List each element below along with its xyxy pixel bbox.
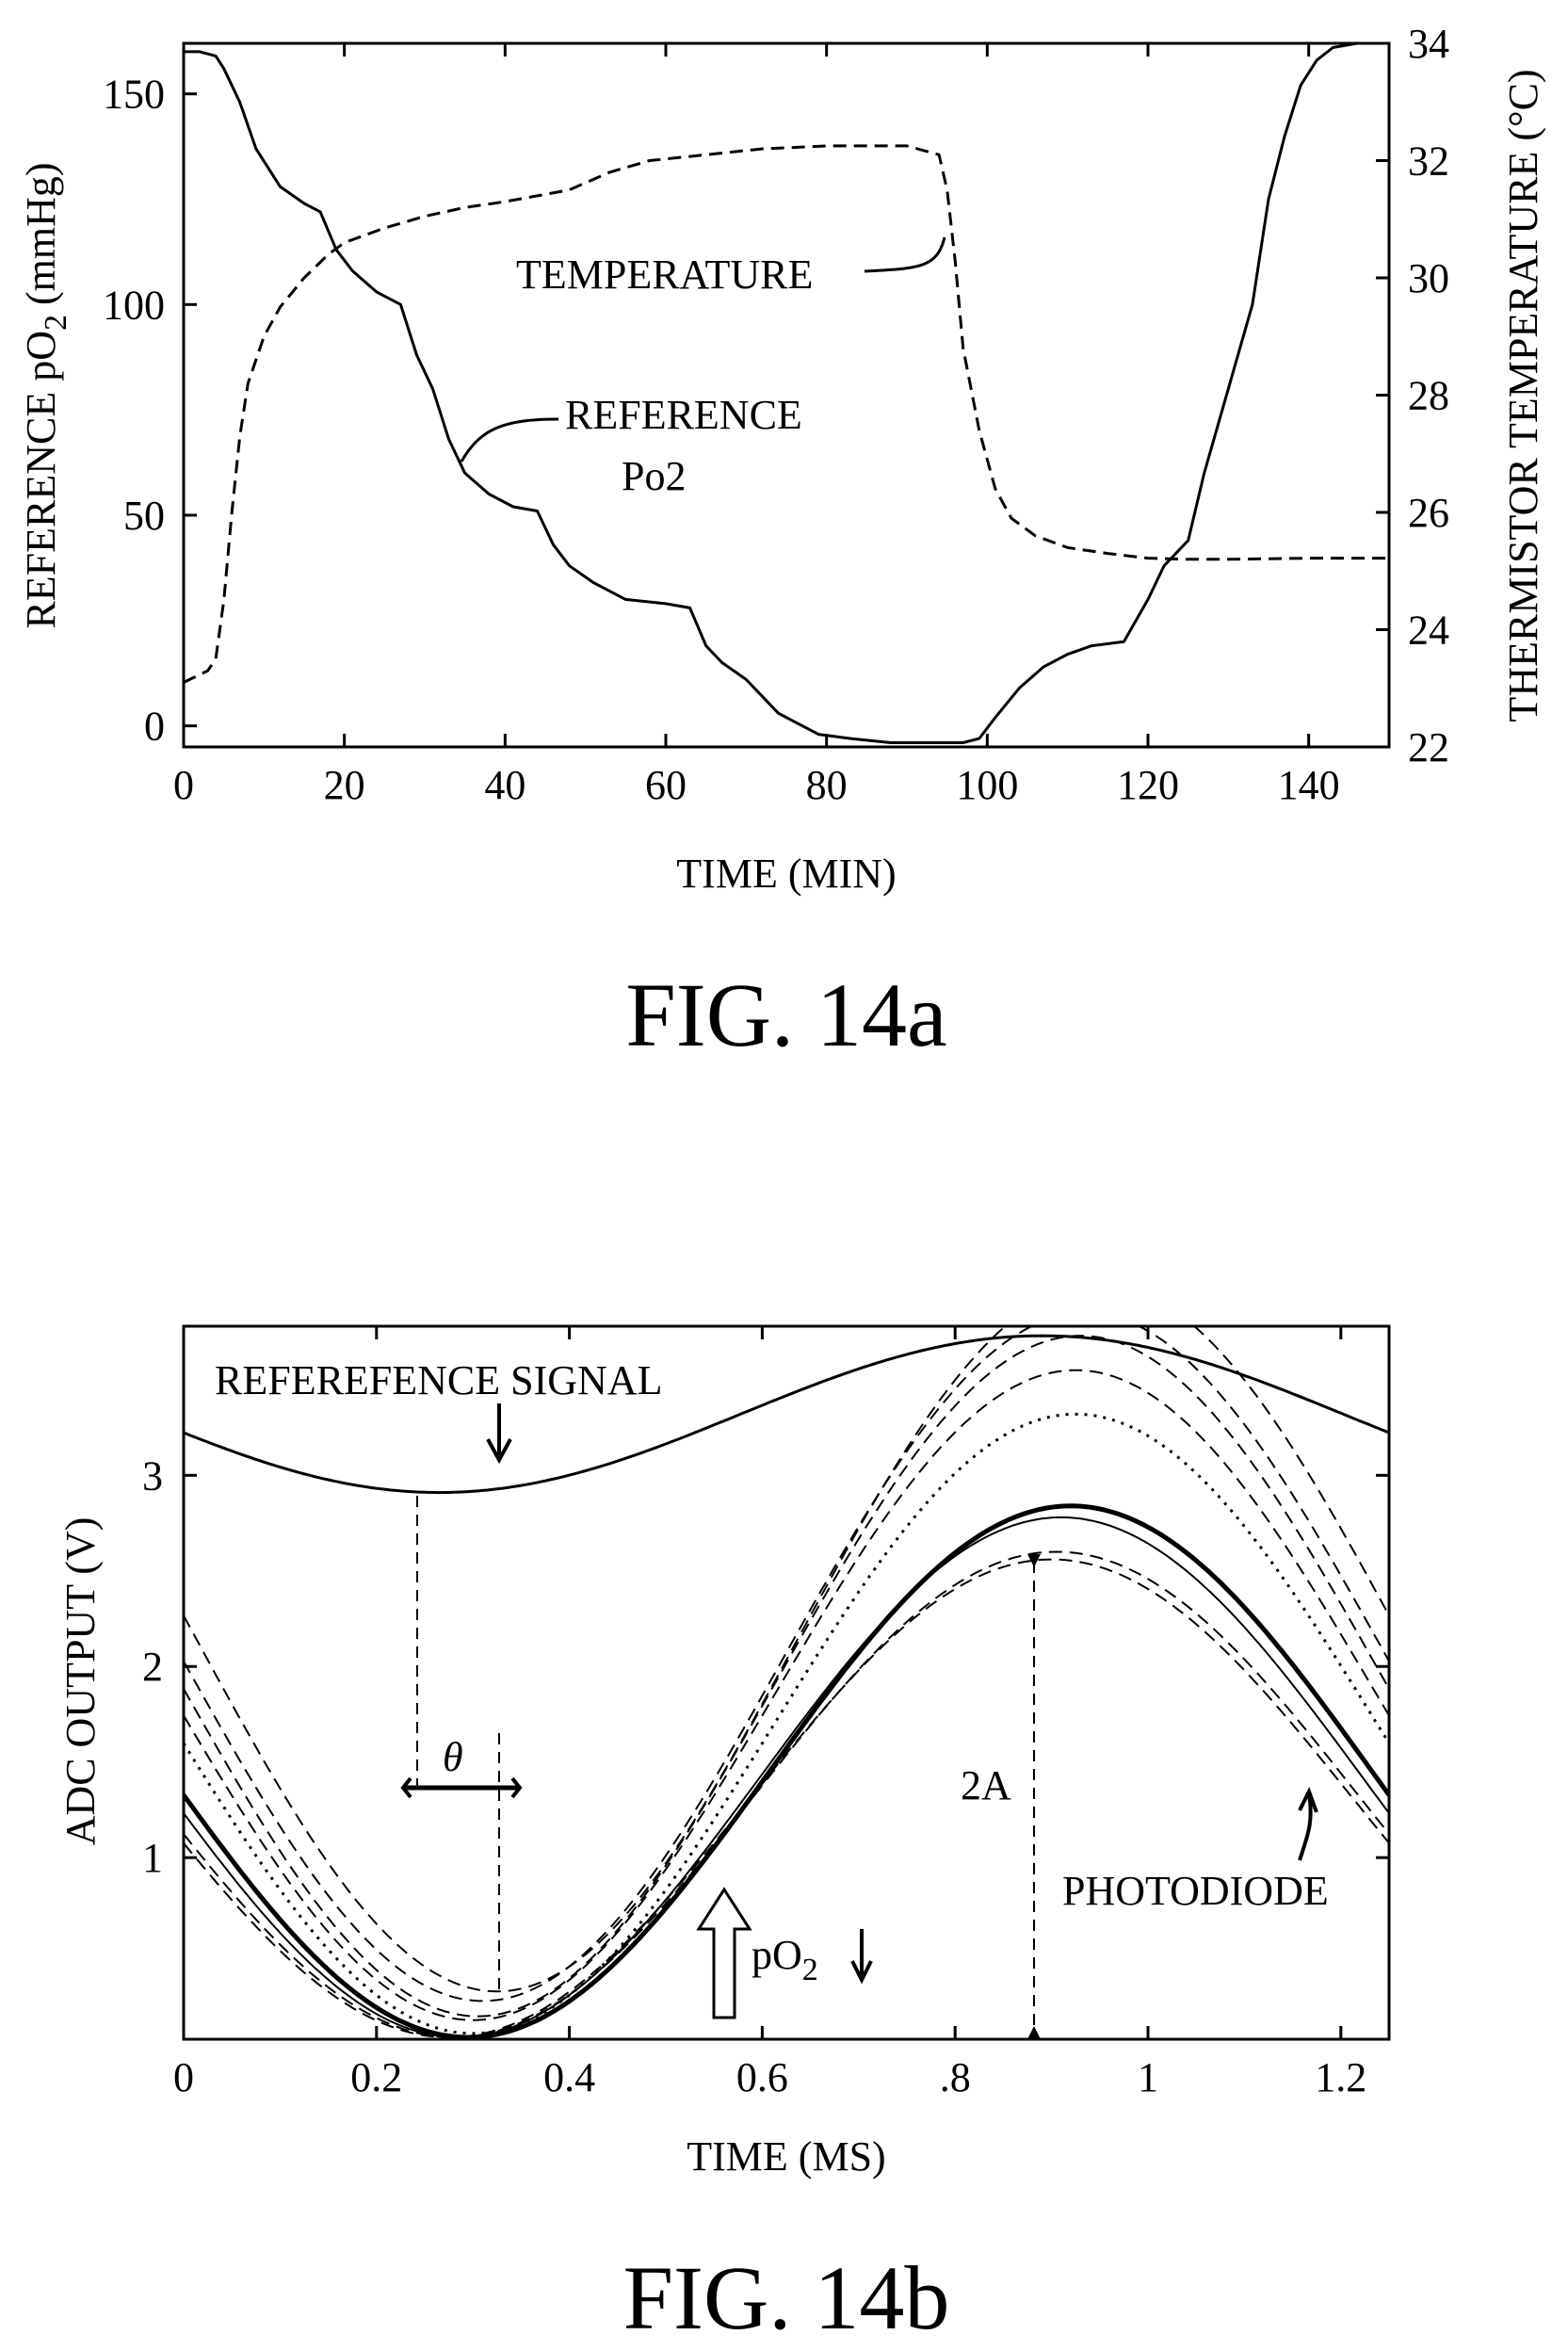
x-tick-label-14b: .8 [940,2054,971,2100]
leader-reference [460,417,559,462]
annotation-theta: θ [443,1734,463,1780]
x-tick-label-14b: 0.2 [350,2054,402,2100]
y-tick-label-14a: 0 [144,704,165,750]
x-axis-label-14b: TIME (MS) [687,2133,885,2180]
small-down-arrow [850,1929,873,1985]
x-tick-label-14b: 0.6 [736,2054,788,2100]
x-tick-label-14a: 100 [956,762,1018,808]
figure-caption-14b: FIG. 14b [623,2247,950,2348]
y2-tick-label-14a: 26 [1408,490,1449,536]
y-tick-label-14b: 1 [142,1835,163,1881]
annotation-photodiode: PHOTODIODE [1062,1868,1329,1914]
series-line-reference [184,41,1389,744]
y-tick-label-14b: 3 [142,1452,163,1499]
series-group-14b [184,1326,1389,2039]
leader-temperature [864,236,946,273]
annotation-reference-line1: REFERENCE [565,392,802,438]
series-line-photodiode [184,1503,1389,2039]
series-line-temperature [183,144,1389,684]
y-tick-label-14a: 100 [103,282,165,328]
series-line-photodiode [184,1369,1389,2021]
y-tick-label-14a: 50 [123,493,165,539]
chart-fig-14b: 0 0.2 0.4 0.6 .8 1 1.2 1 2 3 REFEREFENCE SIGNAL θ… [57,1324,1391,2348]
y2-tick-label-14a: 34 [1408,21,1449,67]
y2-tick-label-14a: 22 [1408,724,1449,770]
x-tick-label-14b: 1.2 [1315,2054,1366,2100]
amplitude-bottom-arrowhead [1027,2026,1041,2039]
arrow-photodiode [1298,1786,1318,1861]
series-group-14a [183,41,1389,744]
series-line-photodiode [184,1516,1389,2038]
x-tick-label-14b: 1 [1138,2054,1158,2100]
y2-tick-label-14a: 28 [1408,373,1449,419]
y2-tick-label-14a: 24 [1408,608,1449,654]
plot-frame-14b [182,1324,1391,2041]
annotation-po2: pO2 [752,1932,818,1987]
x-tick-label-14a: 140 [1278,762,1340,808]
x-tick-label-14b: 0.4 [543,2054,595,2100]
hollow-up-arrow [696,1887,752,2019]
annotations-14a: TEMPERATURE REFERENCE Po2 [460,236,946,499]
arrow-reference-signal [486,1403,512,1465]
x-tick-label-14a: 0 [173,762,194,808]
x-tick-label-14a: 60 [645,762,687,808]
figure-caption-14a: FIG. 14a [625,965,946,1065]
ticks-14b: 0 0.2 0.4 0.6 .8 1 1.2 1 2 3 [142,1326,1389,2100]
y-axis-label-14b: ADC OUTPUT (V) [57,1517,104,1846]
series-line-photodiode [184,1335,1389,2018]
x-axis-label-14a: TIME (MIN) [676,851,896,897]
series-line-photodiode [184,1558,1389,2038]
series-line-photodiode [184,1326,1389,2002]
series-line-photodiode [184,1550,1389,2038]
y-tick-label-14a: 150 [103,72,165,118]
x-tick-label-14a: 80 [806,762,848,808]
annotations-14b: REFEREFENCE SIGNAL θ 2A PHOTODIODE pO2 [215,1357,1329,2039]
y-tick-label-14b: 2 [142,1644,163,1690]
theta-bracket-ends [400,1776,523,1799]
annotation-2a: 2A [961,1762,1011,1808]
annotation-temperature: TEMPERATURE [516,251,813,298]
amplitude-top-arrowhead [1027,1554,1041,1567]
x-tick-label-14a: 120 [1117,762,1179,808]
x-tick-label-14b: 0 [173,2054,194,2100]
y-axis-label-14a: REFERENCE pO2(mmHg) [18,162,73,628]
chart-fig-14a: 0 20 40 60 80 100 120 140 0 50 100 150 22 24 26 28 30 32 3… [18,21,1546,1065]
y2-tick-label-14a: 32 [1408,138,1449,185]
x-tick-label-14a: 20 [324,762,365,808]
annotation-reference-line2: Po2 [622,453,686,499]
ticks-14a: 0 20 40 60 80 100 120 140 0 50 100 150 22 24 26 28 30 32 3… [103,21,1449,808]
x-tick-label-14a: 40 [484,762,525,808]
series-line-photodiode [184,1326,1389,1993]
y2-tick-label-14a: 30 [1408,255,1449,301]
y2-axis-label-14a: THERMISTOR TEMPERATURE (°C) [1500,69,1546,722]
series-line-reference [184,1334,1389,1495]
annotation-reference-signal: REFEREFENCE SIGNAL [215,1357,662,1403]
